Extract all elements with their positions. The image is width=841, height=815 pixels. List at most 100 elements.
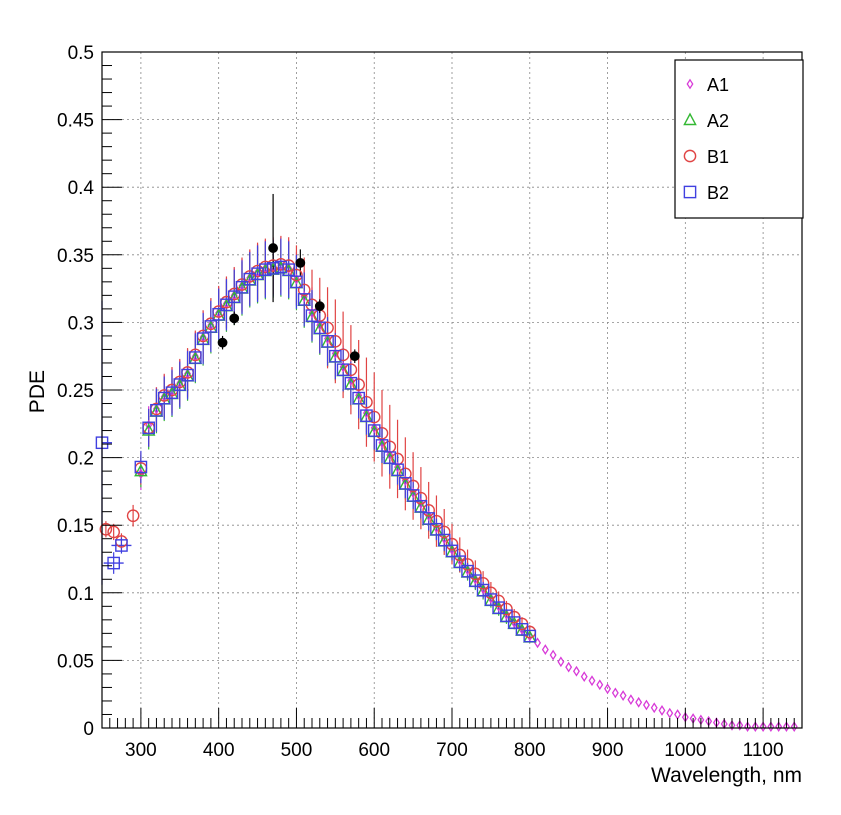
data-point-a1 bbox=[331, 348, 339, 359]
data-point-b2 bbox=[414, 499, 428, 513]
data-point-b1 bbox=[99, 522, 113, 536]
data-point-b2 bbox=[259, 263, 272, 276]
data-point-a1 bbox=[394, 461, 402, 473]
data-point-b1 bbox=[367, 410, 381, 424]
data-point-b2 bbox=[469, 574, 482, 587]
data-point-b2 bbox=[453, 555, 467, 569]
data-point-a1 bbox=[565, 661, 573, 673]
x-tick-label: 300 bbox=[125, 740, 157, 761]
data-point-a1 bbox=[370, 422, 378, 434]
data-point-a1 bbox=[292, 273, 300, 285]
data-point-b1 bbox=[126, 509, 140, 523]
data-point-b2 bbox=[181, 368, 194, 382]
data-point-a1 bbox=[549, 649, 557, 661]
data-point-reference bbox=[217, 337, 228, 348]
data-point-a1 bbox=[751, 721, 759, 733]
data-point-a1 bbox=[635, 696, 643, 708]
legend-marker-a2 bbox=[683, 112, 697, 126]
data-point-b2 bbox=[367, 424, 381, 437]
data-point-b2 bbox=[189, 351, 202, 364]
data-point-b2 bbox=[115, 539, 128, 552]
legend-box bbox=[674, 59, 804, 219]
tick-labels: 300 400 500 600 700 800 900 1000 1100 0 0.05 0.1 0.1… bbox=[57, 43, 784, 761]
error-bars bbox=[101, 193, 531, 643]
data-point-b2 bbox=[461, 564, 474, 578]
data-point-b2 bbox=[134, 460, 148, 474]
data-point-a1 bbox=[308, 307, 316, 319]
data-point-b2 bbox=[352, 391, 365, 405]
data-point-b2 bbox=[344, 376, 358, 390]
data-point-a1 bbox=[355, 390, 363, 401]
data-point-a1 bbox=[666, 707, 674, 719]
x-tick-label: 400 bbox=[203, 740, 235, 761]
data-point-a1 bbox=[790, 721, 798, 733]
data-point-reference bbox=[314, 301, 325, 312]
data-point-a1 bbox=[347, 375, 355, 386]
data-point-b2 bbox=[391, 463, 404, 477]
data-point-b2 bbox=[227, 290, 241, 304]
data-point-b2 bbox=[476, 583, 490, 597]
legend-label-b1: B1 bbox=[707, 147, 729, 167]
data-point-a1 bbox=[541, 644, 549, 655]
y-tick-label: 0.4 bbox=[68, 178, 95, 199]
x-tick-label: 800 bbox=[514, 740, 546, 761]
legend-marker-b2 bbox=[683, 185, 697, 199]
data-point-a1 bbox=[782, 721, 790, 733]
data-point-b2 bbox=[399, 476, 412, 490]
data-point-b2 bbox=[150, 403, 163, 417]
y-tick-label: 0.35 bbox=[57, 246, 94, 267]
data-point-b2 bbox=[196, 332, 210, 345]
data-point-a1 bbox=[611, 687, 619, 699]
data-point-a1 bbox=[557, 656, 565, 668]
data-point-b1 bbox=[375, 426, 389, 440]
data-point-a1 bbox=[658, 705, 666, 716]
data-point-a1 bbox=[588, 675, 596, 687]
data-point-b2 bbox=[375, 439, 389, 452]
data-point-a1 bbox=[728, 719, 736, 731]
data-point-b2 bbox=[406, 489, 420, 502]
data-point-b2 bbox=[329, 349, 342, 363]
data-point-b1 bbox=[461, 558, 474, 571]
data-point-a1 bbox=[736, 719, 744, 731]
data-point-b2 bbox=[492, 601, 505, 614]
legend-label-b2: B2 bbox=[707, 183, 729, 203]
data-point-b2 bbox=[523, 629, 537, 643]
data-point-b1 bbox=[344, 363, 358, 377]
data-point-a1 bbox=[145, 419, 153, 431]
y-tick-label: 0.5 bbox=[68, 43, 94, 64]
data-point-b2 bbox=[290, 275, 303, 289]
y-tick-label: 0.1 bbox=[68, 584, 94, 605]
y-tick-label: 0.05 bbox=[57, 651, 94, 672]
y-tick-label: 0 bbox=[83, 719, 94, 740]
data-point-a1 bbox=[650, 702, 658, 714]
data-point-a1 bbox=[362, 407, 370, 419]
data-point-b1 bbox=[406, 479, 420, 493]
y-axis-label: PDE bbox=[26, 370, 49, 413]
data-point-reference bbox=[295, 258, 306, 268]
data-point-b2 bbox=[507, 616, 521, 629]
y-tick-label: 0.2 bbox=[68, 449, 94, 470]
data-point-a1 bbox=[339, 361, 347, 373]
data-point-b2 bbox=[484, 593, 498, 606]
legend-label-a1: A1 bbox=[707, 75, 729, 95]
data-point-b2 bbox=[274, 260, 288, 274]
data-point-a1 bbox=[619, 690, 627, 701]
data-point-b1 bbox=[399, 467, 412, 481]
legend-marker-a1 bbox=[686, 78, 694, 90]
data-point-b2 bbox=[142, 421, 155, 435]
data-point-a1 bbox=[386, 449, 394, 461]
data-point-b2 bbox=[235, 280, 249, 294]
data-point-a1 bbox=[572, 665, 580, 677]
x-tick-label: 500 bbox=[281, 740, 313, 761]
data-point-b2 bbox=[204, 320, 218, 333]
data-point-b2 bbox=[336, 363, 350, 377]
data-point-b1 bbox=[437, 525, 451, 539]
y-tick-label: 0.15 bbox=[57, 516, 94, 537]
legend: A1 A2 B1 B2 bbox=[674, 59, 804, 219]
x-tick-label: 1000 bbox=[664, 740, 706, 761]
axis-ticks bbox=[101, 51, 803, 729]
data-point-b2 bbox=[445, 544, 459, 558]
data-point-b2 bbox=[360, 409, 373, 423]
data-point-a1 bbox=[596, 679, 604, 691]
